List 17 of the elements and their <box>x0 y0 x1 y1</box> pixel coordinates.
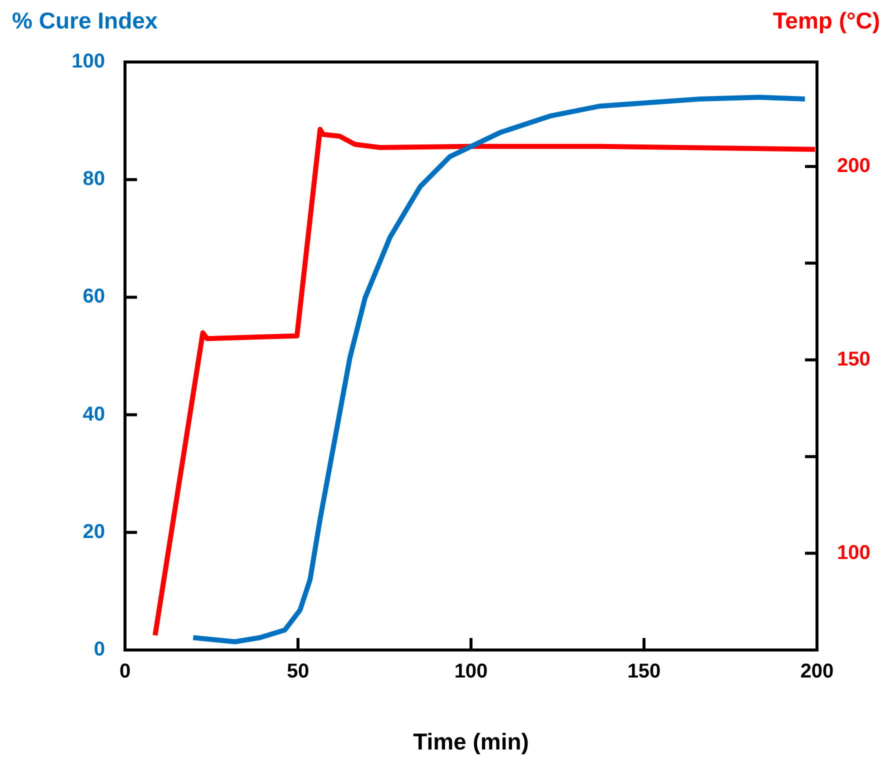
y-tick-label: 40 <box>82 403 105 426</box>
y-tick-label: 60 <box>82 286 105 308</box>
x-tick-label: 0 <box>119 660 131 683</box>
x-tick-label: 50 <box>286 660 310 683</box>
y2-tick-label: 150 <box>837 348 870 370</box>
x-tick-label: 100 <box>454 660 488 683</box>
y2-tick-label: 100 <box>837 542 870 564</box>
y-tick-label: 20 <box>82 520 105 543</box>
x-axis-title: Time (min) <box>413 728 529 754</box>
y-tick-label: 0 <box>94 638 105 661</box>
x-tick-label: 200 <box>800 660 834 683</box>
y2-tick-label: 200 <box>837 154 870 177</box>
y-tick-label: 100 <box>72 50 105 73</box>
y-axis-title: % Cure Index <box>12 7 158 34</box>
x-tick-label: 150 <box>627 660 661 683</box>
y2-axis-title: Temp (°C) <box>772 7 880 34</box>
y-tick-label: 80 <box>82 168 105 190</box>
